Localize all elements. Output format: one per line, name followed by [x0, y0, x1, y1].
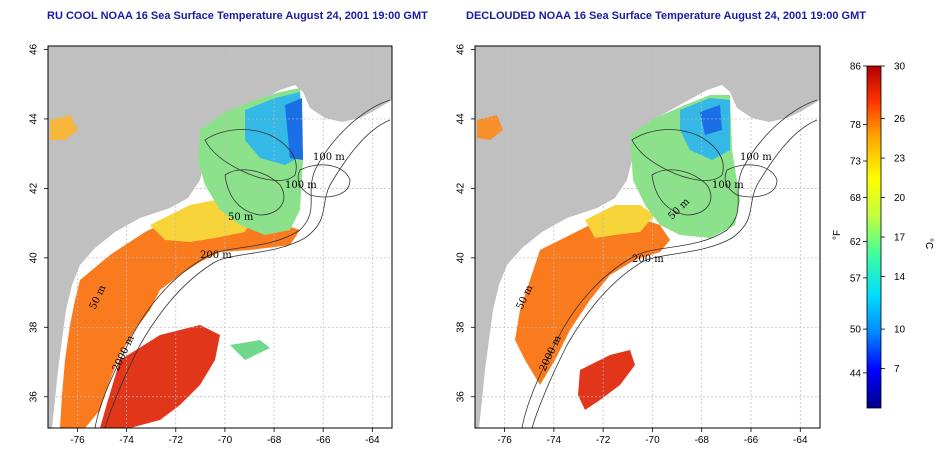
temperature-colorbar: 30 26 23 20 17 14 10 7 86 78 73 68 62 57 50 44 °F °C: [832, 62, 934, 409]
celsius-tick-label: 7: [894, 364, 900, 375]
left-map-title: RU COOL NOAA 16 Sea Surface Temperature …: [47, 10, 428, 22]
contour-label: 200 m: [200, 250, 232, 261]
x-tick-label: -70: [645, 435, 660, 446]
y-tick-label: 40: [456, 252, 467, 264]
contour-label: 100 m: [285, 180, 317, 191]
celsius-unit-label: °C: [923, 238, 934, 249]
y-tick-label: 40: [29, 252, 40, 264]
x-tick-label: -70: [218, 435, 233, 446]
x-tick-label: -74: [119, 435, 134, 446]
axis-ticks: -76 -74 -72 -70 -68 -66 -64 36 38 40 42 44 46: [456, 43, 808, 446]
colorbar-gradient: [866, 65, 882, 409]
colorbar-ticks: 30 26 23 20 17 14 10 7 86 78 73 68 62 57 50 44: [850, 62, 906, 380]
x-tick-label: -64: [793, 435, 808, 446]
island: [130, 90, 135, 97]
fahrenheit-tick-label: 78: [850, 120, 862, 131]
y-tick-label: 42: [29, 182, 40, 194]
map-frame: [474, 45, 821, 429]
x-tick-label: -72: [169, 435, 184, 446]
x-tick-label: -66: [744, 435, 759, 446]
fahrenheit-tick-label: 73: [850, 157, 862, 168]
contour-label: 200 m: [632, 254, 664, 265]
left-sst-map: 100 m 100 m 50 m 200 m 50 m 2000 m -76 -7…: [29, 43, 393, 446]
sst-yellow-band: [585, 205, 655, 238]
sst-coldest-patch: [700, 105, 722, 135]
x-tick-label: -72: [596, 435, 611, 446]
celsius-tick-label: 23: [894, 154, 906, 165]
sst-green-patch: [230, 340, 270, 360]
grid-lines: [48, 46, 392, 428]
y-tick-label: 42: [456, 182, 467, 194]
y-tick-label: 36: [456, 391, 467, 403]
land-mass: [48, 46, 392, 428]
bathymetry-contours: [521, 99, 818, 428]
x-tick-label: -74: [547, 435, 562, 446]
grid-lines: [475, 46, 820, 428]
contour-label: 50 m: [228, 212, 254, 223]
x-tick-label: -66: [316, 435, 331, 446]
x-tick-label: -68: [267, 435, 282, 446]
y-tick-label: 44: [29, 113, 40, 125]
x-tick-label: -64: [365, 435, 380, 446]
x-tick-label: -76: [497, 435, 512, 446]
land-mass: [475, 46, 820, 428]
celsius-tick-label: 26: [894, 114, 906, 125]
y-tick-label: 38: [29, 321, 40, 333]
right-sst-map: 100 m 100 m 50 m 200 m 50 m 2000 m -76 -7…: [456, 43, 821, 446]
island: [550, 62, 559, 69]
celsius-tick-label: 20: [894, 193, 906, 204]
celsius-tick-label: 10: [894, 325, 906, 336]
sst-hot-offshore: [100, 325, 220, 428]
y-tick-label: 38: [456, 321, 467, 333]
fahrenheit-tick-label: 44: [850, 368, 862, 379]
sst-warm-shelf: [60, 205, 300, 428]
contour-label: 100 m: [740, 152, 772, 163]
fahrenheit-unit-label: °F: [832, 230, 843, 240]
fahrenheit-tick-label: 62: [850, 237, 862, 248]
sst-warm-gulf-maine-south: [50, 115, 78, 140]
celsius-tick-label: 30: [894, 62, 906, 73]
x-tick-label: -68: [694, 435, 709, 446]
y-tick-label: 36: [29, 391, 40, 403]
y-tick-label: 44: [456, 113, 467, 125]
y-tick-label: 46: [29, 43, 40, 55]
map-frame: [47, 45, 393, 429]
bathymetry-contours: [94, 99, 391, 428]
sst-warm-gulf-maine-south: [477, 115, 503, 140]
island: [123, 62, 132, 69]
celsius-tick-label: 17: [894, 233, 906, 244]
celsius-tick-label: 14: [894, 272, 906, 283]
y-tick-label: 46: [456, 43, 467, 55]
x-tick-label: -76: [70, 435, 85, 446]
axis-ticks: -76 -74 -72 -70 -68 -66 -64 36 38 40 42 44 46: [29, 43, 380, 446]
contour-label: 100 m: [712, 180, 744, 191]
fahrenheit-tick-label: 86: [850, 62, 862, 73]
fahrenheit-tick-label: 50: [850, 325, 862, 336]
sst-coldest-patch: [285, 98, 303, 160]
sst-hot-offshore: [578, 350, 635, 410]
fahrenheit-tick-label: 57: [850, 273, 862, 284]
right-map-title: DECLOUDED NOAA 16 Sea Surface Temperatur…: [466, 10, 866, 22]
fahrenheit-tick-label: 68: [850, 193, 862, 204]
contour-label: 100 m: [313, 152, 345, 163]
